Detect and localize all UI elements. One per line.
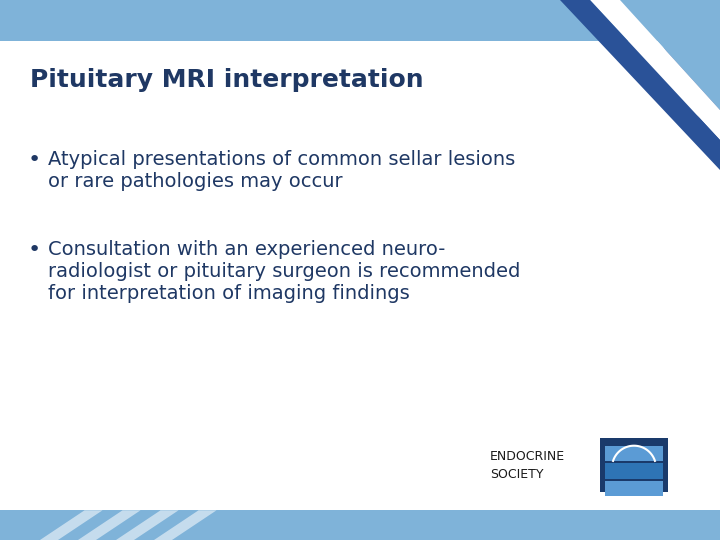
Text: for interpretation of imaging findings: for interpretation of imaging findings xyxy=(48,284,410,303)
Bar xyxy=(600,438,668,492)
Text: Consultation with an experienced neuro-: Consultation with an experienced neuro- xyxy=(48,240,446,259)
Text: •: • xyxy=(28,150,41,170)
Bar xyxy=(605,446,663,461)
Text: ENDOCRINE
SOCIETY: ENDOCRINE SOCIETY xyxy=(490,449,565,481)
Polygon shape xyxy=(620,0,720,110)
Bar xyxy=(0,0,720,40)
Bar xyxy=(0,510,720,540)
Bar xyxy=(605,481,663,496)
Polygon shape xyxy=(78,510,140,540)
Polygon shape xyxy=(116,510,179,540)
Text: Pituitary MRI interpretation: Pituitary MRI interpretation xyxy=(30,69,423,92)
Text: Atypical presentations of common sellar lesions: Atypical presentations of common sellar … xyxy=(48,150,516,169)
Bar xyxy=(605,463,663,479)
Polygon shape xyxy=(40,510,102,540)
Polygon shape xyxy=(154,510,217,540)
Polygon shape xyxy=(590,0,720,140)
Text: •: • xyxy=(28,240,41,260)
Polygon shape xyxy=(540,0,720,160)
Polygon shape xyxy=(560,0,720,170)
Text: or rare pathologies may occur: or rare pathologies may occur xyxy=(48,172,343,191)
Text: radiologist or pituitary surgeon is recommended: radiologist or pituitary surgeon is reco… xyxy=(48,262,521,281)
